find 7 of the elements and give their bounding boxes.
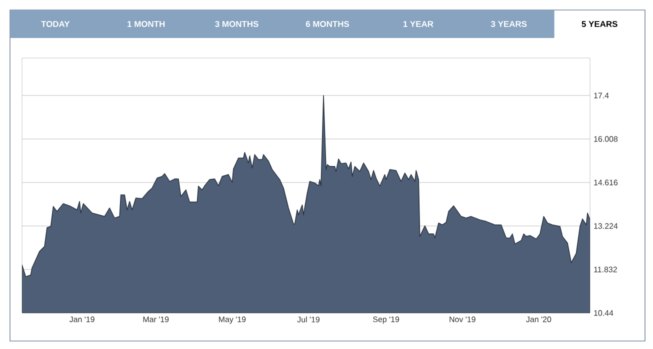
text: 3 MONTHS (215, 21, 258, 27)
text: 1 MONTH (128, 21, 165, 27)
text: 5 YEARS (582, 21, 618, 27)
text: TODAY (41, 21, 70, 27)
text: 3 YEARS (490, 21, 527, 27)
text: 6 MONTHS (306, 21, 350, 27)
text: 1 YEAR (403, 21, 434, 27)
